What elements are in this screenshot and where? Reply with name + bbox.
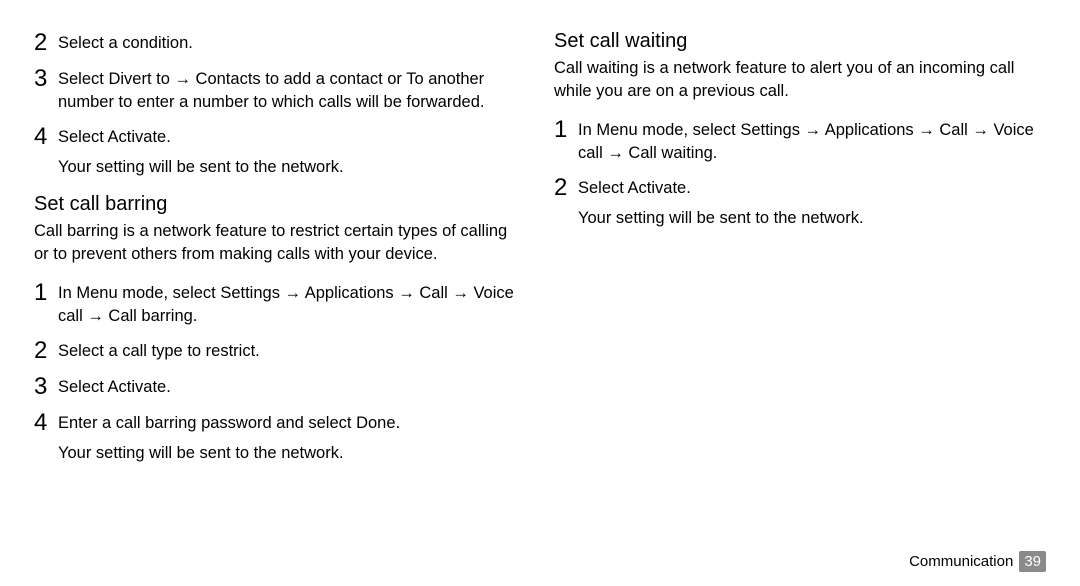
step-text: Select Activate. — [578, 175, 691, 200]
step-text: Select a call type to restrict. — [58, 338, 260, 363]
step-number: 4 — [34, 410, 58, 436]
list-item: 4 Select Activate. — [34, 124, 526, 150]
step-number: 1 — [34, 280, 58, 306]
step-text: Select Activate. — [58, 374, 171, 399]
step-number: 2 — [554, 175, 578, 201]
step-text: Enter a call barring password and select… — [58, 410, 400, 435]
list-item: 1 In Menu mode, select Settings → Applic… — [554, 117, 1046, 165]
list-item: 3 Select Activate. — [34, 374, 526, 400]
step-number: 2 — [34, 30, 58, 56]
intro-call-waiting: Call waiting is a network feature to ale… — [554, 57, 1046, 103]
intro-call-barring: Call barring is a network feature to res… — [34, 220, 526, 266]
step-number: 1 — [554, 117, 578, 143]
step-text: Select a condition. — [58, 30, 193, 55]
step-text: Select Divert to → Contacts to add a con… — [58, 66, 526, 114]
step-number: 2 — [34, 338, 58, 364]
step-note: Your setting will be sent to the network… — [58, 442, 526, 465]
step-text: Select Activate. — [58, 124, 171, 149]
step-text: In Menu mode, select Settings → Applicat… — [578, 117, 1046, 165]
right-column: Set call waiting Call waiting is a netwo… — [554, 30, 1046, 475]
heading-call-barring: Set call barring — [34, 193, 526, 216]
step-text: In Menu mode, select Settings → Applicat… — [58, 280, 526, 328]
list-item: 3 Select Divert to → Contacts to add a c… — [34, 66, 526, 114]
list-item: 1 In Menu mode, select Settings → Applic… — [34, 280, 526, 328]
list-item: 4 Enter a call barring password and sele… — [34, 410, 526, 436]
step-number: 3 — [34, 374, 58, 400]
footer-section-label: Communication — [909, 553, 1013, 570]
step-number: 4 — [34, 124, 58, 150]
left-column: 2 Select a condition. 3 Select Divert to… — [34, 30, 526, 475]
page-number-badge: 39 — [1019, 551, 1046, 572]
two-column-layout: 2 Select a condition. 3 Select Divert to… — [34, 30, 1046, 475]
heading-call-waiting: Set call waiting — [554, 30, 1046, 53]
list-item: 2 Select Activate. — [554, 175, 1046, 201]
page-footer: Communication 39 — [909, 551, 1046, 572]
step-number: 3 — [34, 66, 58, 92]
step-note: Your setting will be sent to the network… — [578, 207, 1046, 230]
list-item: 2 Select a condition. — [34, 30, 526, 56]
step-note: Your setting will be sent to the network… — [58, 156, 526, 179]
list-item: 2 Select a call type to restrict. — [34, 338, 526, 364]
